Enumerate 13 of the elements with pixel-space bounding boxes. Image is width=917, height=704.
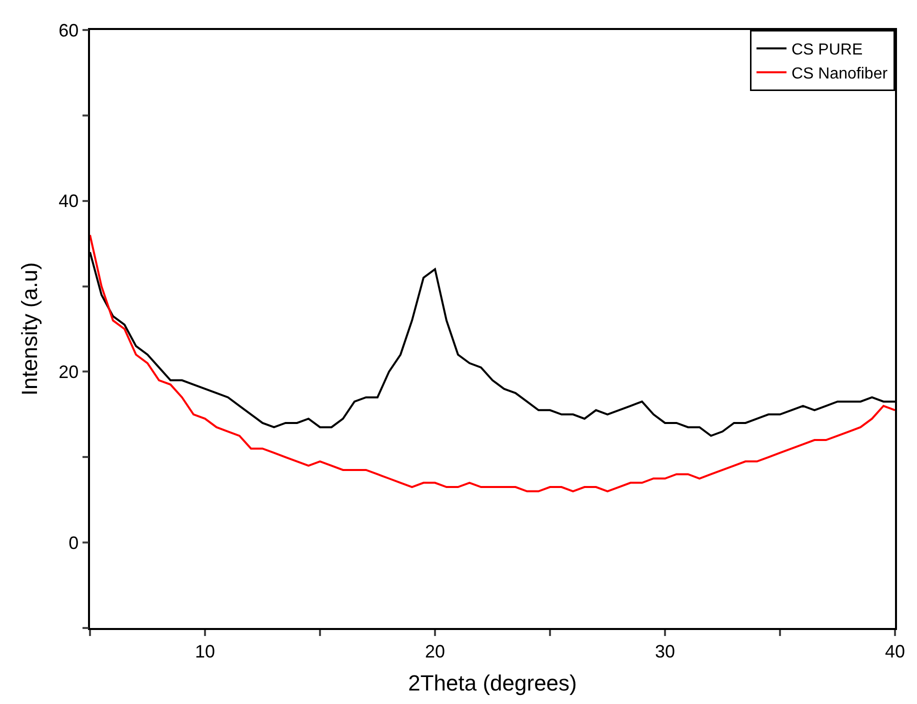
y-tick-label: 60 [58, 20, 79, 40]
x-tick-label: 40 [884, 641, 906, 662]
line-series [90, 234, 895, 492]
x-tick-label: 10 [194, 641, 216, 662]
x-tick-label: 30 [654, 641, 676, 662]
legend-label: CS PURE [792, 42, 863, 59]
x-tick-label: 20 [424, 641, 446, 662]
legend-label: CS Nanofiber [792, 65, 888, 82]
y-tick-label: 20 [58, 362, 79, 382]
y-tick-label: 0 [68, 532, 79, 553]
y-tick-label: 40 [58, 191, 79, 212]
y-axis-title: Intensity (a.u) [16, 262, 42, 396]
x-axis-title: 2Theta (degrees) [408, 670, 577, 696]
